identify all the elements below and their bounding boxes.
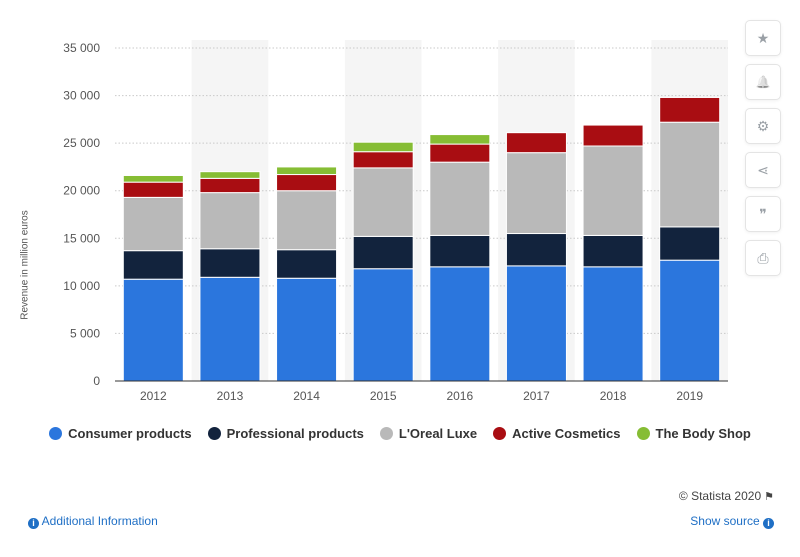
bar-segment [582, 266, 644, 382]
bar-segment [659, 121, 721, 228]
x-tick-label: 2015 [370, 389, 397, 403]
additional-information-link[interactable]: i Additional Information [28, 514, 158, 529]
y-tick-label: 35 000 [63, 41, 100, 55]
bar-segment [122, 174, 184, 183]
flag-icon[interactable]: ⚑ [764, 491, 774, 503]
bar-segment [352, 151, 414, 169]
bar-segment [429, 234, 491, 268]
credit-text: © Statista 2020 [678, 489, 762, 503]
print-icon: ⎙ [757, 249, 769, 266]
bar-segment [429, 266, 491, 382]
star-icon: ★ [756, 29, 770, 46]
source-info-icon: i [763, 518, 774, 529]
quote-icon: ❞ [759, 205, 767, 222]
bar-segment [199, 171, 261, 179]
y-tick-label: 0 [93, 374, 100, 388]
legend-label: Consumer products [68, 426, 192, 441]
legend-item[interactable]: Active Cosmetics [493, 426, 621, 441]
x-tick-label: 2018 [600, 389, 627, 403]
x-tick-label: 2014 [293, 389, 320, 403]
legend-marker [49, 427, 63, 440]
bar-segment [505, 233, 567, 267]
notification-button[interactable]: 🔔 [745, 64, 781, 100]
bar-segment [505, 265, 567, 382]
y-axis-label: Revenue in million euros [19, 210, 31, 320]
bar-segment [582, 124, 644, 147]
bar-chart: 0 5 000 10 000 15 000 20 000 25 000 30 000 35 0… [63, 40, 728, 403]
gear-icon: ⚙ [756, 117, 770, 134]
bar-segment [199, 276, 261, 382]
y-tick-label: 20 000 [63, 184, 100, 198]
x-tick-label: 2013 [217, 389, 244, 403]
legend-marker [207, 427, 221, 440]
print-button[interactable]: ⎙ [745, 240, 781, 276]
bar-segment [505, 132, 567, 154]
bar-segment [352, 167, 414, 237]
legend-label: The Body Shop [655, 426, 751, 441]
bar-segment [276, 277, 338, 382]
legend-item[interactable]: The Body Shop [636, 426, 751, 441]
share-button[interactable]: ⋖ [745, 152, 781, 188]
additional-information-text: Additional Information [41, 514, 158, 528]
share-icon: ⋖ [757, 161, 769, 178]
bar-segment [429, 134, 491, 145]
bar-segment [429, 143, 491, 163]
legend-item[interactable]: L'Oreal Luxe [379, 426, 478, 441]
legend-item[interactable]: Professional products [207, 426, 364, 441]
bar-segment [199, 177, 261, 194]
settings-button[interactable]: ⚙ [745, 108, 781, 144]
y-tick-label: 10 000 [63, 279, 100, 293]
legend-marker [493, 427, 507, 440]
bar-segment [352, 235, 414, 270]
bar-segment [429, 161, 491, 236]
bar-segment [276, 174, 338, 192]
bar-segment [276, 190, 338, 251]
bar-segment [659, 226, 721, 261]
show-source-link[interactable]: Show source i [690, 514, 774, 529]
bar-segment [505, 152, 567, 235]
x-tick-label: 2017 [523, 389, 550, 403]
bar-segment [582, 234, 644, 268]
legend-label: L'Oreal Luxe [398, 426, 478, 441]
bar-segment [276, 166, 338, 176]
y-tick-label: 15 000 [63, 231, 100, 245]
legend-label: Professional products [226, 426, 364, 441]
x-tick-label: 2019 [676, 389, 703, 403]
bar-segment [352, 268, 414, 382]
y-tick-label: 30 000 [63, 89, 100, 103]
y-tick-label: 25 000 [63, 136, 100, 150]
bar-segment [352, 141, 414, 153]
info-icon: i [28, 518, 39, 529]
bar-segment [122, 181, 184, 198]
cite-button[interactable]: ❞ [745, 196, 781, 232]
toolbar: ★ 🔔 ⚙ ⋖ ❞ ⎙ [745, 20, 781, 284]
bell-icon: 🔔 [755, 75, 771, 89]
legend: Consumer products Professional products L'… [0, 426, 800, 441]
bar-segment [659, 259, 721, 382]
y-tick-label: 5 000 [70, 326, 100, 340]
legend-label: Active Cosmetics [512, 426, 621, 441]
bar-segment [122, 250, 184, 280]
legend-item[interactable]: Consumer products [49, 426, 192, 441]
bar-segment [122, 196, 184, 252]
bar-segment [659, 96, 721, 123]
bar-segment [276, 249, 338, 279]
legend-marker [636, 427, 650, 440]
show-source-text: Show source [690, 514, 760, 528]
legend-marker [379, 427, 393, 440]
bar-segment [582, 145, 644, 236]
statista-credit: © Statista 2020 ⚑ [679, 489, 774, 503]
bar-segment [199, 248, 261, 278]
bar-segment [122, 278, 184, 382]
x-tick-label: 2012 [140, 389, 167, 403]
favorite-button[interactable]: ★ [745, 20, 781, 56]
bar-segment [199, 192, 261, 250]
x-tick-label: 2016 [446, 389, 473, 403]
